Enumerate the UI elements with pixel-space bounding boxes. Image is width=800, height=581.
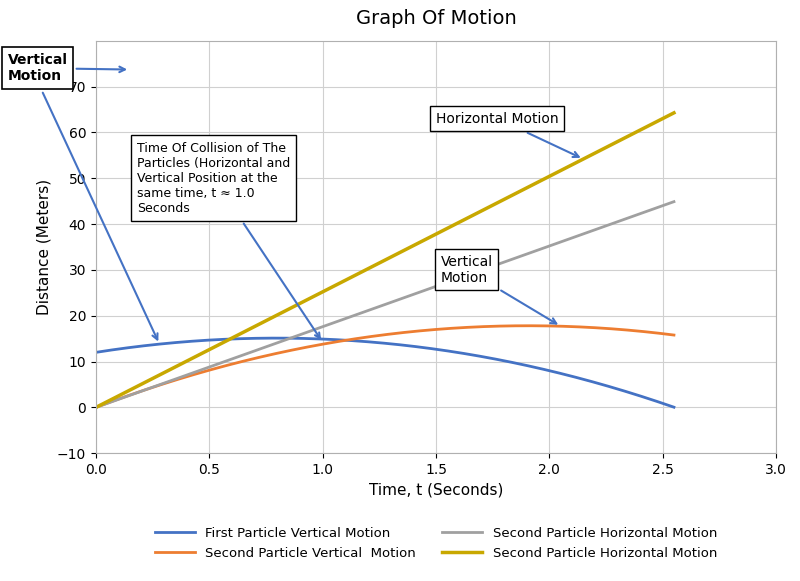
Second Particle Horizontal Motion bbox=[418, 237, 428, 244]
Second Particle Horizontal Motion bbox=[361, 267, 370, 274]
Second Particle Vertical  Motion bbox=[361, 334, 370, 341]
Second Particle Vertical  Motion bbox=[91, 404, 101, 411]
Second Particle Horizontal Motion bbox=[554, 239, 563, 246]
Text: Time Of Collision of The
Particles (Horizontal and
Vertical Position at the
same: Time Of Collision of The Particles (Hori… bbox=[137, 142, 320, 338]
Second Particle Horizontal Motion bbox=[91, 404, 101, 411]
Title: Graph Of Motion: Graph Of Motion bbox=[356, 9, 516, 28]
First Particle Vertical Motion bbox=[669, 404, 678, 411]
Second Particle Vertical  Motion bbox=[669, 332, 678, 339]
Second Particle Horizontal Motion bbox=[669, 109, 678, 116]
Text: Horizontal Motion: Horizontal Motion bbox=[436, 112, 578, 157]
First Particle Vertical Motion bbox=[198, 337, 207, 344]
Line: Second Particle Horizontal Motion: Second Particle Horizontal Motion bbox=[96, 113, 674, 407]
Second Particle Vertical  Motion bbox=[187, 371, 197, 378]
Second Particle Horizontal Motion bbox=[361, 308, 370, 315]
Second Particle Horizontal Motion bbox=[393, 250, 402, 257]
Second Particle Horizontal Motion bbox=[393, 296, 402, 303]
Second Particle Vertical  Motion bbox=[523, 322, 533, 329]
Second Particle Horizontal Motion bbox=[91, 404, 101, 411]
Second Particle Vertical  Motion bbox=[554, 322, 563, 329]
Legend: First Particle Vertical Motion, Second Particle Vertical  Motion, Second Particl: First Particle Vertical Motion, Second P… bbox=[150, 522, 722, 565]
Second Particle Vertical  Motion bbox=[418, 327, 428, 334]
Text: Vertical
Motion: Vertical Motion bbox=[441, 254, 556, 324]
Second Particle Horizontal Motion bbox=[187, 355, 197, 362]
Second Particle Horizontal Motion bbox=[187, 370, 197, 376]
Line: First Particle Vertical Motion: First Particle Vertical Motion bbox=[96, 338, 674, 407]
X-axis label: Time, t (Seconds): Time, t (Seconds) bbox=[369, 482, 503, 497]
Second Particle Horizontal Motion bbox=[198, 350, 207, 357]
Y-axis label: Distance (Meters): Distance (Meters) bbox=[37, 179, 51, 315]
Second Particle Horizontal Motion bbox=[418, 288, 428, 295]
First Particle Vertical Motion bbox=[554, 370, 563, 376]
First Particle Vertical Motion bbox=[187, 338, 197, 345]
Line: Second Particle Horizontal Motion: Second Particle Horizontal Motion bbox=[96, 202, 674, 407]
Second Particle Horizontal Motion bbox=[669, 198, 678, 205]
Text: Vertical
Motion: Vertical Motion bbox=[7, 53, 125, 83]
Line: Second Particle Vertical  Motion: Second Particle Vertical Motion bbox=[96, 326, 674, 407]
Second Particle Horizontal Motion bbox=[554, 168, 563, 175]
First Particle Vertical Motion bbox=[271, 335, 281, 342]
Second Particle Vertical  Motion bbox=[393, 330, 402, 337]
Second Particle Horizontal Motion bbox=[198, 366, 207, 373]
First Particle Vertical Motion bbox=[91, 349, 101, 356]
First Particle Vertical Motion bbox=[393, 341, 402, 348]
Second Particle Vertical  Motion bbox=[198, 368, 207, 375]
First Particle Vertical Motion bbox=[361, 338, 370, 345]
First Particle Vertical Motion bbox=[418, 344, 428, 351]
